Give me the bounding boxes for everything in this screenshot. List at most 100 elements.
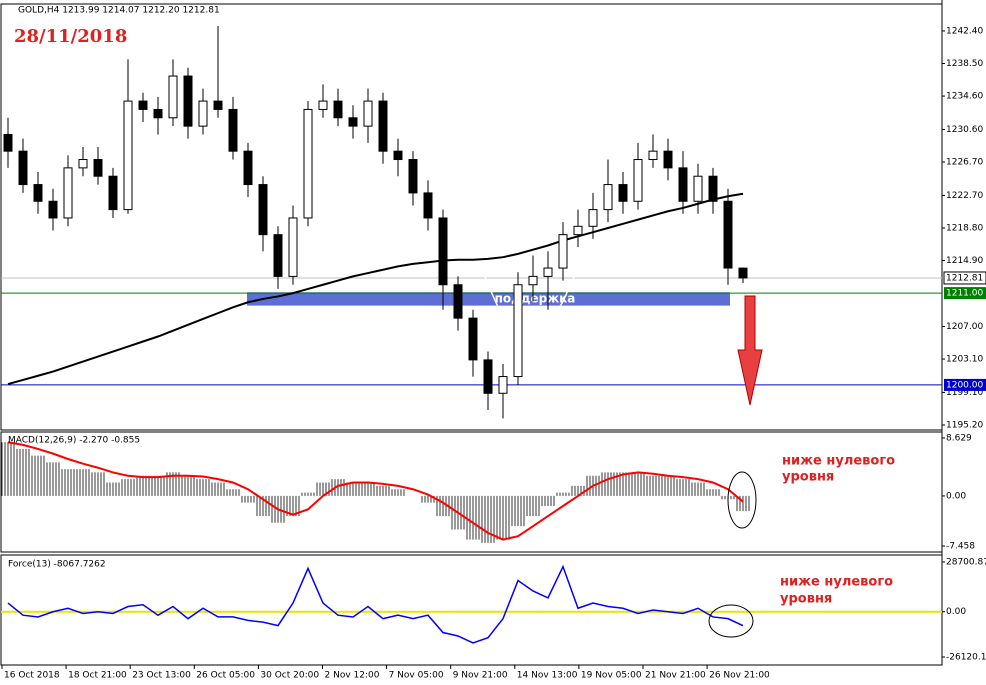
y-tick-label: 0.00	[946, 607, 966, 617]
y-tick-label: 1207.00	[946, 322, 983, 332]
x-tick-label: 19 Nov 05:00	[581, 671, 642, 681]
force-line	[7, 564, 744, 644]
x-tick-label: 14 Nov 13:00	[517, 671, 578, 681]
date-annotation: 28/11/2018	[14, 26, 127, 47]
candle-body	[633, 159, 643, 202]
level-tag	[944, 287, 986, 300]
candle-body	[303, 108, 313, 219]
y-tick-label: 1195.20	[946, 420, 983, 430]
y-tick-label: 1214.90	[946, 256, 983, 266]
force-title: Force(13) -8067.7262	[8, 560, 106, 570]
candle-body	[483, 359, 493, 394]
candle-body	[78, 159, 88, 169]
candle-body	[378, 100, 388, 152]
candle-body	[153, 108, 163, 119]
candle-body	[33, 184, 43, 202]
candle-body	[363, 100, 373, 127]
candle-body	[558, 234, 568, 269]
signal-line	[7, 441, 744, 541]
annotation: уровня	[782, 470, 834, 485]
macd-title: MACD(12,26,9) -2.270 -0.855	[8, 436, 140, 446]
candle-body	[453, 284, 463, 319]
candle-body	[198, 100, 208, 127]
y-tick-label: 1238.50	[946, 59, 983, 69]
candle-body	[333, 100, 343, 119]
candle-body	[573, 225, 583, 236]
candle-body	[618, 184, 628, 202]
level-label: 1211.00	[946, 289, 983, 299]
candle-body	[603, 184, 613, 211]
moving-average	[7, 192, 744, 386]
candle-body	[168, 75, 178, 119]
candle-body	[258, 184, 268, 236]
candle-body	[183, 75, 193, 127]
y-tick-label: 1199.10	[946, 388, 983, 398]
candle-body	[408, 159, 418, 194]
x-tick-label: 26 Nov 21:00	[709, 671, 770, 681]
candle-body	[393, 150, 403, 161]
candle-body	[228, 108, 238, 152]
x-tick-label: 23 Oct 13:00	[132, 671, 191, 681]
candle-body	[468, 317, 478, 361]
candle-body	[138, 100, 148, 110]
y-tick-label: 28700.87	[946, 557, 986, 567]
y-tick-label: 1222.70	[946, 191, 983, 201]
highlight-ellipse	[708, 604, 754, 638]
candle-body	[438, 217, 448, 286]
y-tick-label: 1226.70	[946, 158, 983, 168]
y-tick-label: 8.629	[946, 433, 972, 443]
x-tick-label: 16 Oct 2018	[4, 671, 60, 681]
candle-body	[738, 267, 748, 279]
arrow	[737, 295, 763, 406]
candle-body	[708, 175, 718, 202]
candle-body	[63, 167, 73, 219]
x-tick-label: 9 Nov 21:00	[453, 671, 508, 681]
x-tick-label: 7 Nov 05:00	[389, 671, 444, 681]
y-tick-label: 1242.40	[946, 26, 983, 36]
candle-body	[513, 284, 523, 378]
y-tick-label: 0.00	[946, 491, 966, 501]
y-tick-label: 1218.80	[946, 223, 983, 233]
candle-body	[663, 150, 673, 169]
current-price-tag	[943, 271, 986, 285]
y-tick-label: -7.458	[946, 542, 975, 552]
candle-body	[273, 234, 283, 277]
candle-body	[678, 167, 688, 202]
candle-body	[423, 192, 433, 219]
level-label: 1200.00	[946, 380, 983, 390]
annotation: уровня	[780, 592, 832, 607]
candle-body	[588, 209, 598, 227]
y-tick-label: 1230.60	[946, 125, 983, 135]
candle-body	[648, 150, 658, 161]
candle-body	[318, 100, 328, 110]
candle-body	[498, 376, 508, 394]
annotation: ниже нулевого	[782, 454, 895, 469]
candle-body	[123, 100, 133, 211]
candle-body	[723, 200, 733, 269]
annotation: ниже нулевого	[780, 575, 893, 590]
support-zone	[247, 292, 730, 306]
level-tag	[944, 378, 986, 391]
x-tick-label: 26 Oct 05:00	[196, 671, 255, 681]
x-tick-label: 2 Nov 12:00	[325, 671, 380, 681]
candle-body	[93, 159, 103, 177]
candle-body	[3, 133, 13, 152]
chart-title: GOLD,H4 1213.99 1214.07 1212.20 1212.81	[18, 6, 220, 16]
x-tick-label: 30 Oct 20:00	[260, 671, 319, 681]
y-tick-label: -26120.11	[946, 652, 986, 662]
highlight-ellipse	[727, 471, 757, 529]
candle-body	[108, 175, 118, 211]
y-tick-label: 1203.10	[946, 355, 983, 365]
candle-body	[288, 217, 298, 277]
x-tick-label: 21 Nov 21:00	[645, 671, 706, 681]
candle-body	[693, 175, 703, 202]
y-tick-label: 1234.60	[946, 92, 983, 102]
candle-body	[528, 275, 538, 286]
candle-body	[243, 150, 253, 186]
current-price-label: 1212.81	[946, 273, 983, 283]
x-tick-label: 18 Oct 21:00	[68, 671, 127, 681]
candle-body	[213, 100, 223, 110]
candle-body	[543, 267, 553, 277]
